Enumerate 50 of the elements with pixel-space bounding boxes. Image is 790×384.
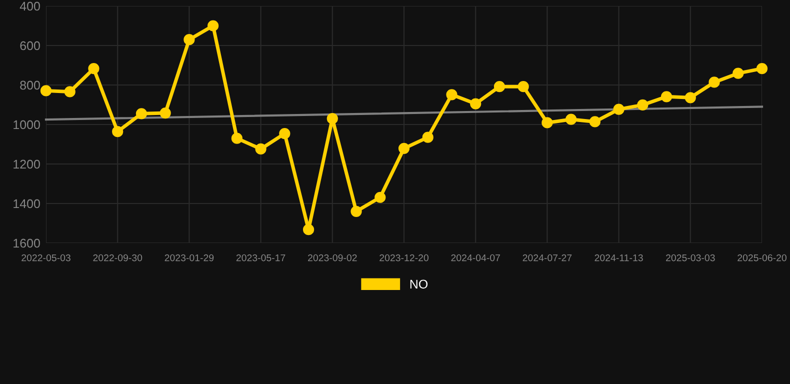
x-tick-label: 2025-06-20 [738,254,786,262]
point [613,104,624,115]
y-tick-label: 1000 [14,120,40,130]
x-tick-label: 2022-05-03 [22,254,70,262]
point [637,99,648,111]
point [684,92,696,104]
x-tick-label: 2023-09-02 [308,254,357,262]
point [446,89,458,100]
point [255,143,266,155]
point [708,76,720,88]
x-tick-label: 2023-01-29 [164,254,214,262]
point [566,114,577,125]
point [660,91,672,102]
point [756,63,768,74]
point [231,132,242,144]
point [398,142,410,154]
y-tick-label: 1600 [14,238,40,248]
point [279,128,290,140]
point [136,108,148,120]
point [88,63,100,74]
y-tick-label: 1400 [14,199,40,208]
point [40,85,52,96]
x-tick-label: 2023-05-17 [236,254,286,262]
point [542,117,553,128]
point [589,116,600,128]
x-tick-label: 2024-11-13 [594,254,643,262]
point [350,206,362,217]
x-tick-label: 2023-12-20 [380,254,428,262]
point [184,34,195,46]
point [326,113,338,124]
x-tick-label: 2024-07-27 [522,254,572,262]
point [374,192,386,203]
y-tick-label: 600 [20,41,40,50]
point [302,224,314,236]
point [422,132,434,143]
x-tick-label: 2024-04-07 [451,254,500,262]
x-tick-label: 2025-03-03 [666,254,715,262]
point [160,107,171,119]
point [494,81,506,92]
y-tick-label: 400 [20,2,40,11]
x-tick-label: 2022-09-30 [93,254,142,262]
point [208,20,219,32]
y-tick-label: 1200 [14,160,40,169]
point [470,98,482,110]
point [518,81,529,92]
point [64,86,76,98]
point [112,126,124,138]
legend-label: NO [410,280,428,289]
y-tick-label: 800 [20,80,40,90]
point [732,68,744,79]
